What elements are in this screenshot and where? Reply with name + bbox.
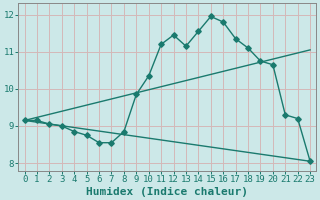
X-axis label: Humidex (Indice chaleur): Humidex (Indice chaleur): [86, 186, 248, 197]
